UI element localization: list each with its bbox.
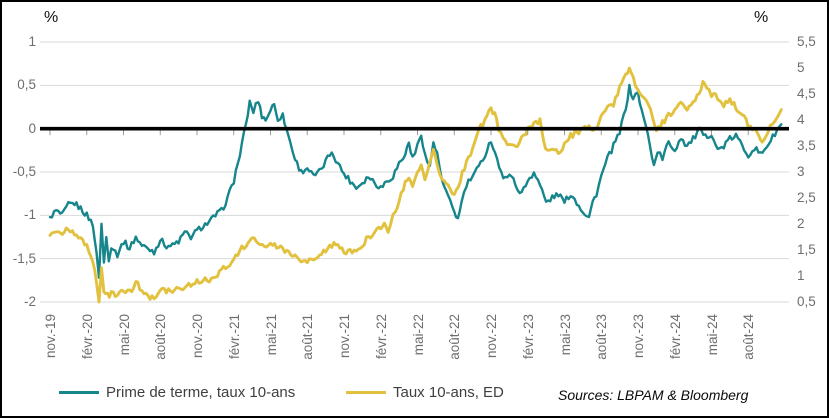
right-axis-tick-label: 3,5: [797, 138, 816, 153]
legend-label: Prime de terme, taux 10-ans: [106, 383, 296, 401]
x-axis-tick-label: nov.-19: [43, 314, 58, 359]
legend: Prime de terme, taux 10-ans Taux 10-ans,…: [2, 381, 562, 405]
legend-item-prime-de-terme: Prime de terme, taux 10-ans: [59, 381, 295, 403]
x-axis-tick-label: févr.-20: [79, 314, 95, 360]
x-axis-tick-label: mai-22: [410, 314, 426, 356]
x-axis-tick-label: févr.-21: [226, 314, 242, 360]
x-axis-tick-label: nov.-23: [631, 314, 646, 359]
right-axis-tick-label: 0,5: [797, 294, 816, 309]
right-axis-tick-label: 3: [797, 164, 805, 179]
left-axis-tick-label: -0,5: [12, 164, 36, 179]
x-axis-tick-label: févr.-24: [667, 314, 683, 360]
legend-line-swatch-gold: [346, 390, 386, 394]
x-axis-tick-label: août-22: [447, 314, 463, 360]
right-axis-tick-label: 5,5: [797, 34, 816, 49]
right-axis-tick-label: 2,5: [797, 190, 816, 205]
right-axis-tick-label: 1,5: [797, 242, 816, 257]
left-axis-tick-label: 0,5: [17, 77, 36, 93]
left-axis-tick-label: -1: [23, 207, 36, 223]
legend-line-swatch-teal: [59, 390, 99, 394]
legend-label: Taux 10-ans, ED: [393, 383, 504, 401]
x-axis-tick-label: août-24: [741, 314, 757, 360]
x-axis-tick-label: mai-23: [557, 314, 573, 356]
x-axis-tick-label: août-21: [300, 314, 316, 360]
x-axis-tick-label: août-20: [153, 314, 169, 360]
series-line-taux-10-ans-ed: [48, 66, 783, 304]
right-axis-tick-label: 4,5: [797, 86, 816, 101]
left-axis-tick-label: -1,5: [12, 250, 36, 266]
x-axis-tick-label: août-23: [594, 314, 610, 360]
x-axis-tick-label: mai-20: [116, 314, 132, 356]
left-axis-tick-label: 0: [28, 120, 36, 136]
left-axis-unit-label: %: [44, 9, 59, 26]
x-axis-tick-label: févr.-22: [373, 314, 389, 360]
right-axis-tick-label: 4: [797, 112, 805, 127]
x-axis-tick-label: mai-24: [704, 314, 720, 356]
left-axis-tick-label: 1: [28, 34, 36, 49]
x-axis-tick-label: févr.-23: [520, 314, 536, 360]
left-axis-tick-label: -2: [23, 294, 36, 309]
source-note: Sources: LBPAM & Bloomberg: [558, 387, 749, 403]
right-axis-tick-label: 2: [797, 216, 805, 231]
series-line-prime-de-terme: [48, 83, 783, 279]
right-axis-tick-label: 1: [797, 268, 805, 283]
right-axis-tick-label: 5: [797, 60, 805, 75]
right-axis-unit-label: %: [754, 9, 769, 26]
legend-item-taux-10-ans-ed: Taux 10-ans, ED: [346, 381, 504, 403]
x-axis-tick-label: mai-21: [263, 314, 279, 356]
x-axis-tick-label: nov.-20: [190, 314, 205, 359]
x-axis-tick-label: nov.-22: [484, 314, 499, 359]
x-axis-tick-label: nov.-21: [337, 314, 352, 359]
